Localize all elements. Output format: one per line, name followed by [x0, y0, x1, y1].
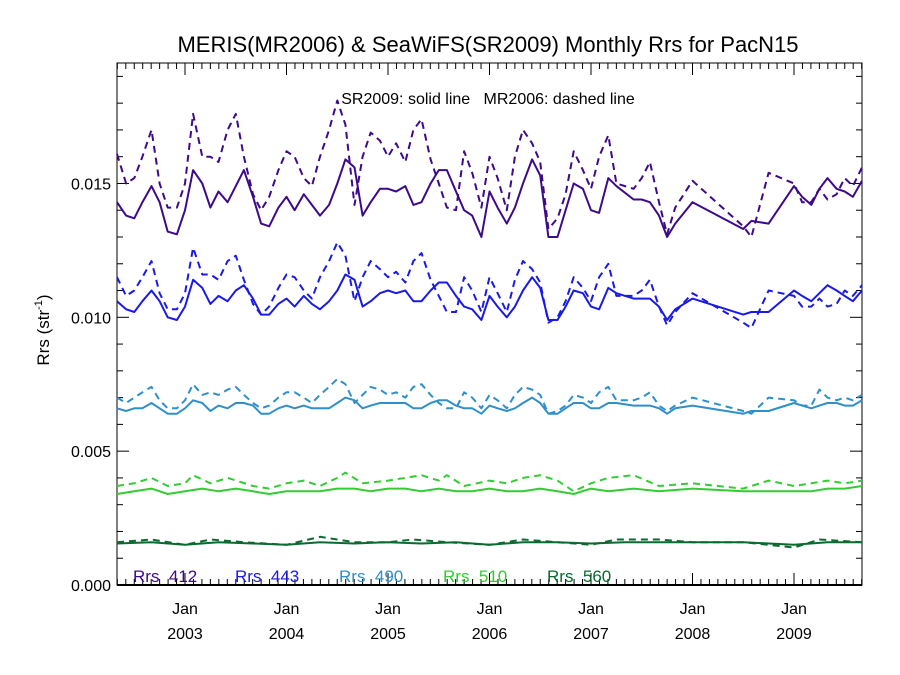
- x-tick-year-label: 2008: [675, 626, 711, 643]
- x-tick-year-label: 2007: [573, 626, 609, 643]
- x-tick-month-label: Jan: [781, 601, 807, 618]
- x-tick-year-label: 2003: [167, 626, 203, 643]
- x-tick-month-label: Jan: [375, 601, 401, 618]
- y-axis-label-main: Rrs (str: [34, 310, 53, 366]
- series-line-rrs-443-sr2009: [116, 273, 863, 321]
- x-tick-month-label: Jan: [680, 601, 706, 618]
- series-layer: [116, 99, 863, 549]
- series-line-rrs-560-mr2006: [116, 535, 863, 549]
- series-line-rrs-490-sr2009: [116, 396, 863, 415]
- y-axis-label: Rrs (str-1): [33, 294, 53, 365]
- y-tick-label: 0.015: [71, 176, 111, 193]
- series-line-rrs-412-mr2006: [116, 99, 863, 238]
- legend-item: Rrs 510: [443, 567, 507, 586]
- y-axis-label-superscript: -1: [33, 300, 45, 310]
- y-tick-label: 0.010: [71, 310, 111, 327]
- legend-item: Rrs 412: [133, 567, 197, 586]
- x-tick-year-label: 2006: [472, 626, 508, 643]
- y-axis-label-end: ): [34, 294, 53, 300]
- legend-item: Rrs 443: [235, 567, 299, 586]
- x-axis: Jan 2003 Jan 2004 Jan 2005 Jan 2006 Jan 2007 Jan 20…: [116, 63, 863, 643]
- series-line-rrs-443-mr2006: [116, 241, 863, 329]
- x-tick-month-label: Jan: [477, 601, 503, 618]
- legend-item: Rrs 560: [547, 567, 611, 586]
- x-tick-month-label: Jan: [172, 601, 198, 618]
- series-line-rrs-490-mr2006: [116, 377, 863, 415]
- chart-annotation: SR2009: solid line MR2006: dashed line: [341, 91, 635, 108]
- series-line-rrs-510-mr2006: [116, 471, 863, 493]
- chart-title: MERIS(MR2006) & SeaWiFS(SR2009) Monthly …: [177, 32, 798, 57]
- series-line-rrs-510-sr2009: [116, 485, 863, 495]
- plot-frame: [116, 62, 863, 586]
- series-line-rrs-412-sr2009: [116, 158, 863, 238]
- svg-text:Rrs (str-1): Rrs (str-1): [33, 294, 53, 365]
- y-tick-label: 0.005: [71, 444, 111, 461]
- x-tick-month-label: Jan: [578, 601, 604, 618]
- legend-item: Rrs 490: [339, 567, 403, 586]
- x-tick-year-label: 2009: [776, 626, 812, 643]
- y-tick-label: 0.000: [71, 578, 111, 595]
- x-tick-year-label: 2004: [269, 626, 305, 643]
- x-tick-month-label: Jan: [274, 601, 300, 618]
- y-axis: 0.000 0.005 0.010 0.015: [71, 75, 862, 595]
- x-tick-year-label: 2005: [370, 626, 406, 643]
- legend: Rrs 412 Rrs 443 Rrs 490 Rrs 510 Rrs 560: [133, 567, 611, 586]
- plot-border: [116, 62, 863, 586]
